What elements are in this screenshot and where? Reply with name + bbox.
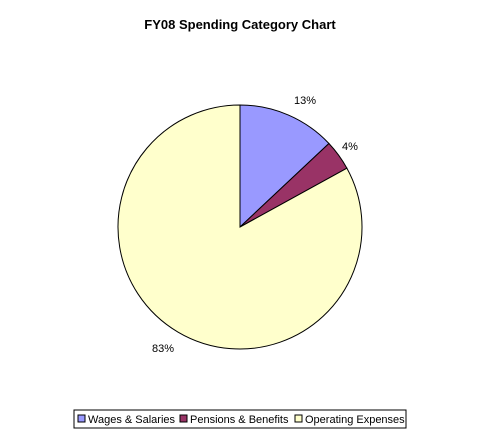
chart-title: FY08 Spending Category Chart [144, 17, 336, 32]
legend-label: Wages & Salaries [88, 414, 176, 426]
legend-swatch [179, 414, 188, 423]
slice-label: 4% [342, 141, 358, 153]
pie-slices [117, 104, 363, 350]
legend-box [73, 409, 407, 429]
pie-slice-wages-salaries [239, 104, 330, 229]
legend-label: Operating Expenses [305, 414, 405, 426]
slice-label: 13% [294, 95, 316, 107]
pie-labels: 13% 4% 83% [152, 95, 358, 355]
legend: Wages & Salaries Pensions & Benefits Opera… [73, 409, 407, 429]
pie-slice-operating-expenses [117, 104, 363, 350]
slice-label: 83% [152, 343, 174, 355]
legend-swatch [77, 414, 86, 423]
legend-swatch [294, 414, 303, 423]
legend-label: Pensions & Benefits [190, 414, 289, 426]
